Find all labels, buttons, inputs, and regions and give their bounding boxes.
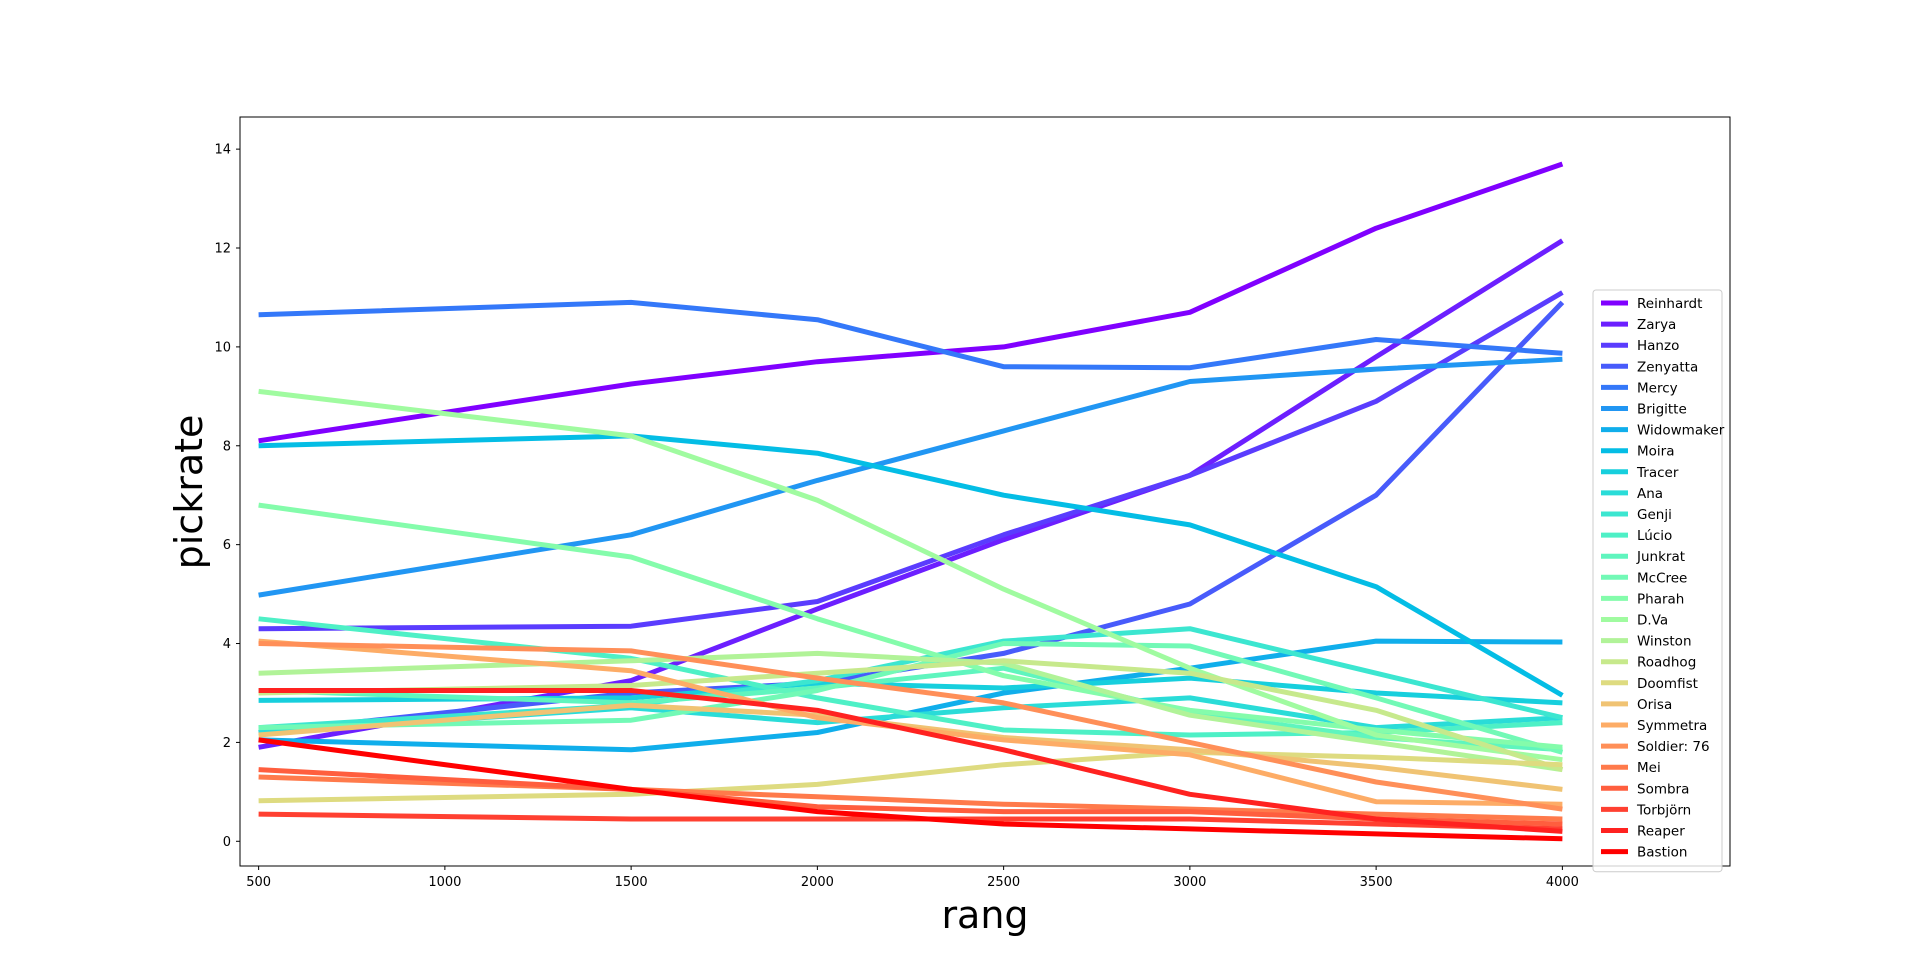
legend-label: Bastion bbox=[1637, 845, 1687, 861]
legend-label: D.Va bbox=[1637, 613, 1668, 629]
series-line-26 bbox=[258, 737, 1563, 842]
legend-label: Doomfist bbox=[1637, 676, 1698, 692]
y-tick-label: 0 bbox=[223, 835, 231, 850]
y-tick-label: 12 bbox=[214, 242, 231, 257]
legend-label: Moira bbox=[1637, 444, 1674, 460]
series-line-2 bbox=[258, 290, 1564, 632]
legend-label: Junkrat bbox=[1636, 549, 1685, 565]
x-tick-label: 4000 bbox=[1546, 875, 1579, 890]
x-tick-label: 2000 bbox=[801, 875, 834, 890]
legend-label: Zarya bbox=[1637, 317, 1676, 333]
legend-label: McCree bbox=[1637, 570, 1687, 586]
x-tick-label: 1500 bbox=[615, 875, 648, 890]
legend-label: Pharah bbox=[1637, 591, 1684, 607]
legend-label: Hanzo bbox=[1637, 338, 1679, 354]
x-tick-label: 500 bbox=[246, 875, 271, 890]
series-line-14 bbox=[258, 502, 1563, 750]
legend-label: Reinhardt bbox=[1637, 296, 1702, 312]
series-line-5 bbox=[258, 356, 1563, 598]
x-tick-label: 2500 bbox=[987, 875, 1020, 890]
legend-label: Winston bbox=[1637, 634, 1692, 650]
y-tick-label: 10 bbox=[214, 340, 231, 355]
legend-label: Orisa bbox=[1637, 697, 1672, 713]
legend-label: Sombra bbox=[1637, 781, 1689, 797]
series-line-13 bbox=[258, 641, 1564, 755]
y-axis-label: pickrate bbox=[167, 415, 211, 570]
legend-label: Mercy bbox=[1637, 380, 1678, 396]
y-axis: 0 2 4 6 8 10 12 14 bbox=[214, 143, 240, 850]
legend-label: Tracer bbox=[1636, 465, 1679, 481]
legend: Reinhardt Zarya Hanzo Zenyatta Mercy Brigitte… bbox=[1592, 289, 1725, 873]
legend-label: Symmetra bbox=[1637, 718, 1707, 734]
x-tick-label: 3000 bbox=[1173, 875, 1206, 890]
x-tick-label: 3500 bbox=[1360, 875, 1393, 890]
series-line-6 bbox=[258, 638, 1563, 753]
series-line-0 bbox=[258, 161, 1564, 444]
series-line-24 bbox=[258, 811, 1563, 832]
legend-label: Zenyatta bbox=[1637, 359, 1698, 375]
series-line-18 bbox=[258, 749, 1563, 804]
x-tick-label: 1000 bbox=[428, 875, 461, 890]
series-line-20 bbox=[258, 638, 1563, 807]
series-line-8 bbox=[258, 675, 1563, 706]
legend-label: Ana bbox=[1637, 486, 1663, 502]
series-line-17 bbox=[258, 658, 1564, 772]
y-tick-label: 8 bbox=[223, 439, 231, 454]
y-tick-label: 14 bbox=[214, 143, 231, 158]
legend-label: Brigitte bbox=[1637, 402, 1687, 418]
legend-label: Roadhog bbox=[1637, 655, 1696, 671]
x-axis: 500 1000 1500 2000 2500 3000 3500 4000 bbox=[246, 866, 1579, 890]
y-tick-label: 2 bbox=[223, 736, 231, 751]
series-lines bbox=[258, 161, 1565, 842]
legend-label: Reaper bbox=[1637, 824, 1685, 840]
series-line-21 bbox=[258, 641, 1563, 812]
series-line-15 bbox=[258, 388, 1563, 763]
series-line-25 bbox=[258, 688, 1563, 834]
y-tick-label: 4 bbox=[223, 637, 231, 652]
legend-label: Mei bbox=[1637, 760, 1661, 776]
series-line-1 bbox=[258, 238, 1564, 750]
legend-label: Lúcio bbox=[1637, 528, 1672, 544]
legend-label: Soldier: 76 bbox=[1637, 739, 1710, 755]
series-line-4 bbox=[258, 299, 1563, 371]
x-axis-label: rang bbox=[941, 893, 1028, 937]
legend-label: Torbjörn bbox=[1636, 802, 1691, 818]
plot-frame bbox=[239, 116, 1731, 867]
legend-label: Genji bbox=[1637, 507, 1672, 523]
y-tick-label: 6 bbox=[223, 538, 231, 553]
legend-label: Widowmaker bbox=[1637, 423, 1725, 439]
